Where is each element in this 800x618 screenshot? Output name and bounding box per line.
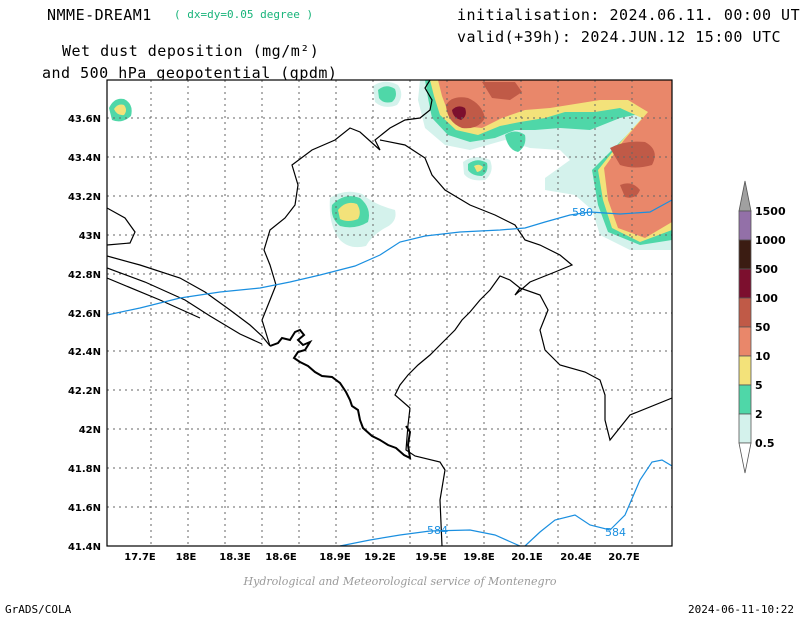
dust-patch-ne-10 [438, 80, 672, 238]
lat-label: 43.2N [68, 192, 101, 203]
coastline [269, 328, 412, 460]
lat-label: 42.4N [68, 347, 101, 358]
dust-patch-ne-50d [620, 183, 640, 198]
latitude-labels: 43.6N 43.4N 43.2N 43N 42.8N 42.6N 42.4N … [68, 114, 101, 553]
colorbar-label: 1000 [755, 234, 786, 247]
render-timestamp: 2024-06-11-10:22 [688, 603, 794, 616]
colorbar-label: 5 [755, 379, 763, 392]
colorbar-cap-bottom [738, 442, 752, 474]
lat-label: 42N [79, 425, 101, 436]
lon-label: 18E [176, 552, 197, 563]
contour-label-580: 580 [572, 206, 593, 219]
colorbar-label: 10 [755, 350, 771, 363]
dust-patch-ne-100 [452, 106, 466, 120]
dust-patch-ne-50b [482, 82, 522, 100]
colorbar-1000-1500 [738, 210, 752, 241]
dust-blob-east [505, 131, 526, 152]
dust-blob-top-2 [378, 86, 396, 103]
lat-label: 42.2N [68, 386, 101, 397]
colorbar-5-10 [738, 355, 752, 386]
lon-label: 18.6E [265, 552, 297, 563]
lon-label: 18.3E [219, 552, 251, 563]
lon-label: 19.2E [364, 552, 396, 563]
title-line-2: and 500 hPa geopotential (gpdm) [42, 64, 338, 82]
contour-580 [107, 199, 672, 316]
lat-label: 41.6N [68, 503, 101, 514]
colorbar [738, 180, 752, 474]
colorbar-label: 2 [755, 408, 763, 421]
model-name: NMME-DREAM1 [47, 6, 152, 24]
dust-blob-mid-5 [338, 202, 360, 221]
dust-patch-ne-50c [610, 141, 655, 168]
lat-label: 41.4N [68, 542, 101, 553]
dust-deposition-field [109, 80, 672, 250]
contour-584-b [524, 459, 672, 546]
colorbar-50-100 [738, 297, 752, 328]
lon-label: 17.7E [124, 552, 156, 563]
dust-blob-nw-core [114, 104, 126, 116]
contour-label-584-b: 584 [605, 526, 626, 539]
lon-label: 19.5E [415, 552, 447, 563]
colorbar-100-500 [738, 268, 752, 299]
valid-time: valid(+39h): 2024.JUN.12 15:00 UTC [457, 28, 782, 46]
colorbar-label: 100 [755, 292, 778, 305]
colorbar-500-1000 [738, 239, 752, 270]
lat-label: 43N [79, 231, 101, 242]
lon-label: 18.9E [319, 552, 351, 563]
longitude-labels: 17.7E 18E 18.3E 18.6E 18.9E 19.2E 19.5E … [124, 552, 640, 563]
lat-label: 43.6N [68, 114, 101, 125]
graticule [107, 80, 672, 546]
lat-label: 42.8N [68, 270, 101, 281]
geopotential-contours [107, 199, 672, 546]
colorbar-label: 50 [755, 321, 771, 334]
map-area: 580 584 584 [107, 80, 672, 546]
colorbar-10-50 [738, 326, 752, 357]
colorbar-label: 500 [755, 263, 778, 276]
map-frame [106, 79, 673, 547]
colorbar-cap-top [738, 180, 752, 212]
colorbar-label: 1500 [755, 205, 786, 218]
colorbar-2-5 [738, 384, 752, 415]
contour-584-a [339, 529, 521, 546]
colorbar-label: 0.5 [755, 437, 775, 450]
software-label: GrADS/COLA [5, 603, 72, 616]
credit-line: Hydrological and Meteorological service … [243, 575, 557, 588]
dust-blob-center-5 [474, 164, 483, 172]
initialisation-time: initialisation: 2024.06.11. 00:00 UTC [457, 6, 800, 24]
lat-label: 42.6N [68, 309, 101, 320]
lon-label: 19.8E [463, 552, 495, 563]
resolution-note: ( dx=dy=0.05 degree ) [174, 8, 314, 21]
lat-label: 43.4N [68, 153, 101, 164]
lon-label: 20.7E [608, 552, 640, 563]
colorbar-0_5-2 [738, 413, 752, 444]
lon-label: 20.1E [511, 552, 543, 563]
lat-label: 41.8N [68, 464, 101, 475]
contour-label-584-a: 584 [427, 524, 448, 537]
colorbar-labels: 1500 1000 500 100 50 10 5 2 0.5 [755, 205, 786, 450]
title-line-1: Wet dust deposition (mg/m²) [62, 42, 320, 60]
lon-label: 20.4E [560, 552, 592, 563]
